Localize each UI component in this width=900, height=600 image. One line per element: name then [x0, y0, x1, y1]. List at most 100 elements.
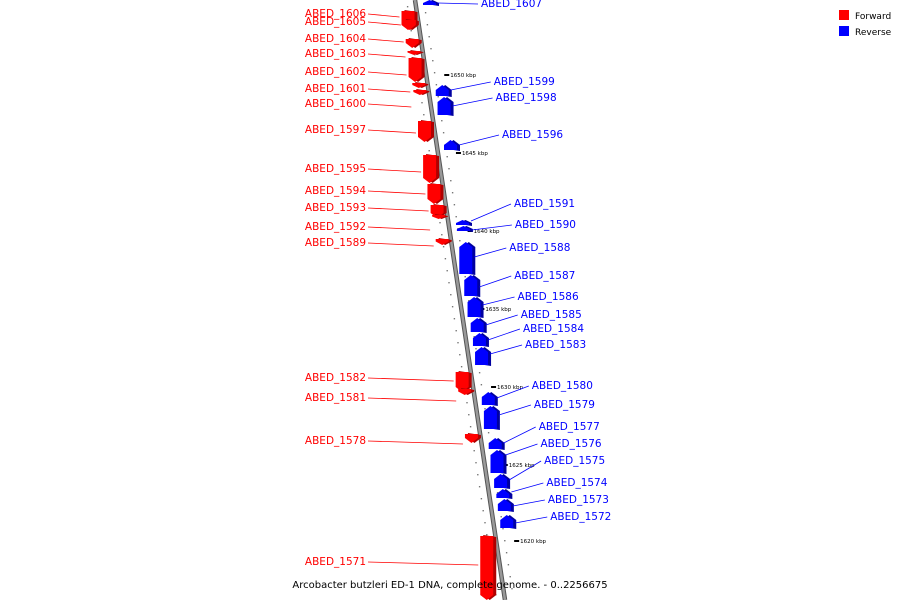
gene-label-forward: ABED_1603: [305, 48, 366, 60]
gene-label-reverse: ABED_1599: [494, 76, 555, 88]
gene-label-reverse: ABED_1596: [502, 129, 563, 141]
guide-dot-reverse: [451, 192, 454, 194]
gene-forward-ABED_1581: [458, 389, 472, 395]
genome-backbone: [412, 0, 508, 600]
leader-line-reverse: [508, 460, 542, 481]
gene-label-forward: ABED_1600: [305, 98, 366, 110]
guide-dot-forward: [444, 258, 447, 260]
gene-reverse-ABED_1579: [483, 406, 497, 429]
guide-dot-forward: [453, 318, 456, 320]
legend: Forward Reverse: [839, 10, 892, 38]
gene-label-forward: ABED_1606: [305, 8, 366, 20]
guide-dot-forward: [469, 426, 472, 428]
gene-label-forward: ABED_1571: [305, 556, 366, 568]
guide-dot-forward: [457, 342, 459, 344]
gene-label-reverse: ABED_1587: [514, 270, 575, 282]
leader-line-reverse: [470, 203, 512, 222]
gene-reverse-ABED_1599: [435, 85, 449, 96]
gene-label-forward: ABED_1582: [305, 372, 366, 384]
leader-line-reverse: [474, 247, 507, 258]
leader-line-reverse: [515, 516, 548, 524]
gene-reverse-ABED_1586: [467, 297, 481, 317]
guide-dot-reverse: [437, 96, 439, 98]
guide-dot-reverse: [509, 576, 511, 578]
guide-dot-reverse: [484, 408, 486, 410]
leader-line-forward: [367, 242, 434, 247]
guide-dot-reverse: [502, 528, 504, 530]
guide-dot-forward: [441, 234, 443, 236]
leader-line-forward: [367, 168, 422, 173]
gene-label-reverse: ABED_1590: [515, 219, 576, 231]
leader-line-reverse: [450, 81, 491, 91]
legend-label-reverse: Reverse: [855, 28, 892, 38]
guide-dot-reverse: [459, 240, 461, 242]
guide-dot-forward: [459, 354, 461, 356]
scale-tick-label: 1625 kbp: [509, 463, 535, 469]
gene-forward-ABED_1600: [413, 90, 427, 95]
guide-dot-reverse: [428, 36, 430, 38]
scale-tick-mark: [444, 74, 450, 76]
gene-reverse-ABED_1572: [500, 515, 514, 528]
leader-line-forward: [367, 71, 407, 76]
gene-forward-ABED_1597: [418, 121, 431, 142]
leader-line-forward: [367, 440, 463, 445]
guide-dot-reverse: [432, 60, 434, 62]
gene-reverse-ABED_1580: [481, 392, 495, 405]
leader-line-reverse: [437, 2, 479, 5]
guide-dot-forward: [406, 6, 409, 8]
guide-dot-reverse: [505, 552, 508, 554]
leader-line-forward: [367, 397, 457, 402]
leader-line-forward: [367, 377, 454, 382]
gene-forward-ABED_1592: [432, 215, 446, 219]
guide-dot-reverse: [487, 432, 490, 434]
gene-label-forward: ABED_1593: [305, 202, 366, 214]
backbone-core: [413, 0, 507, 600]
gene-label-forward: ABED_1589: [305, 237, 366, 249]
gene-forward-ABED_1594: [427, 184, 441, 204]
guide-dot-forward: [466, 402, 468, 404]
guide-dot-reverse: [426, 24, 429, 26]
gene-reverse-ABED_1596: [444, 140, 457, 150]
guide-dot-forward: [475, 462, 477, 464]
leader-line-forward: [367, 88, 411, 93]
scale-tick-mark: [491, 386, 497, 388]
legend-swatch-reverse: [839, 26, 849, 36]
scale-tick-label: 1650 kbp: [450, 73, 476, 79]
gene-label-forward: ABED_1594: [305, 185, 366, 197]
leader-line-reverse: [512, 499, 545, 507]
scale-tick-mark: [455, 152, 461, 154]
guide-dot-reverse: [435, 84, 438, 86]
leader-line-forward: [367, 190, 426, 195]
guide-dot-forward: [478, 486, 481, 488]
leader-line-forward: [367, 226, 431, 231]
scale-tick-mark: [514, 540, 520, 542]
gene-label-reverse: ABED_1580: [532, 380, 593, 392]
gene-label-forward: ABED_1604: [305, 33, 366, 45]
gene-forward-ABED_1605: [402, 20, 416, 30]
gene-reverse-ABED_1574: [496, 489, 510, 498]
gene-reverse-ABED_1577: [488, 438, 502, 449]
gene-reverse-ABED_1576: [490, 450, 504, 473]
gene-label-forward: ABED_1597: [305, 124, 366, 136]
gene-label-reverse: ABED_1573: [548, 494, 609, 506]
guide-dot-reverse: [424, 12, 427, 14]
guide-dot-reverse: [496, 492, 499, 494]
guide-dot-forward: [423, 114, 425, 116]
guide-dot-reverse: [468, 300, 470, 302]
gene-label-forward: ABED_1578: [305, 435, 366, 447]
leader-line-reverse: [503, 426, 536, 444]
guide-dot-forward: [414, 54, 416, 56]
legend-label-forward: Forward: [855, 12, 891, 22]
gene-label-forward: ABED_1605: [305, 16, 366, 28]
leader-line-reverse: [496, 385, 529, 399]
guide-dot-reverse: [475, 348, 477, 350]
gene-label-reverse: ABED_1598: [496, 92, 557, 104]
gene-reverse-ABED_1575: [494, 474, 508, 488]
guide-dot-reverse: [442, 132, 445, 134]
guide-dot-forward: [450, 294, 452, 296]
guide-dot-forward: [428, 150, 430, 152]
gene-label-forward: ABED_1581: [305, 392, 366, 404]
gene-forward-ABED_1604: [405, 39, 419, 48]
